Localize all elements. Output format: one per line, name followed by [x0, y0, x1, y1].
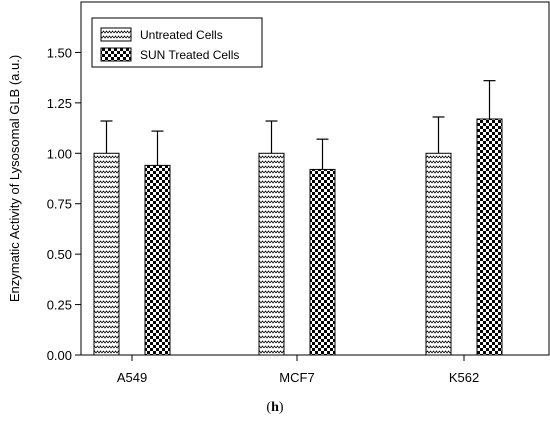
bar: [144, 164, 171, 356]
legend-label: Untreated Cells: [140, 28, 223, 42]
bar: [425, 152, 452, 356]
y-axis-label: Enzymatic Activity of Lysosomal GLB (a.u…: [7, 55, 22, 302]
x-tick-label: A549: [117, 370, 147, 385]
x-tick-label: K562: [449, 370, 479, 385]
legend-swatch: [100, 27, 132, 42]
panel-label-open: (: [266, 400, 272, 415]
bar: [93, 152, 120, 356]
y-tick-label: 1.25: [47, 96, 72, 111]
y-tick-label: 0.00: [47, 348, 72, 363]
legend-label: SUN Treated Cells: [140, 48, 239, 62]
y-tick-label: 0.75: [47, 197, 72, 212]
panel-label-close: ): [278, 400, 284, 415]
bar: [309, 168, 336, 356]
legend-swatch: [100, 47, 132, 62]
y-tick-label: 0.50: [47, 247, 72, 262]
bar: [476, 118, 503, 356]
panel-label-letter: h: [271, 400, 279, 415]
bar-chart: 0.00 0.25 0.50 0.75 1.00 1.25 1.50 Enzymatic Ac…: [7, 1, 550, 385]
panel-label: (h): [0, 400, 550, 416]
y-tick-label: 1.00: [47, 146, 72, 161]
bar: [258, 152, 285, 356]
y-tick-label: 0.25: [47, 298, 72, 313]
x-tick-label: MCF7: [279, 370, 314, 385]
y-tick-label: 1.50: [47, 45, 72, 60]
